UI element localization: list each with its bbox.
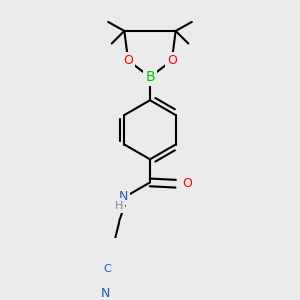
Text: B: B: [145, 70, 155, 84]
Text: H: H: [115, 200, 123, 211]
Text: O: O: [167, 54, 177, 67]
Text: O: O: [182, 177, 192, 190]
Text: N: N: [101, 287, 110, 300]
Text: C: C: [103, 264, 111, 274]
Text: O: O: [123, 54, 133, 67]
Text: N: N: [118, 190, 128, 203]
